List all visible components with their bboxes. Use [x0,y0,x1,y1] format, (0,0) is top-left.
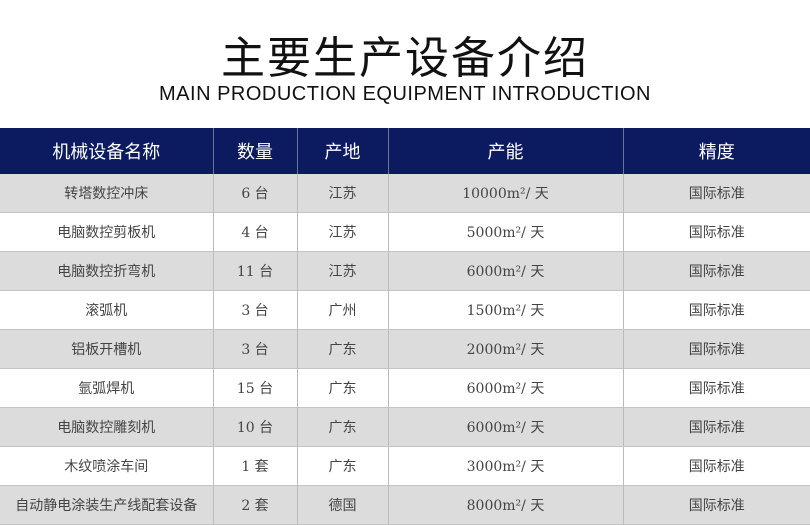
cell-quantity: 1 套 [213,446,298,486]
cell-origin: 江苏 [297,174,389,213]
capacity-unit: m²/ 天 [502,420,545,436]
header-quantity: 数量 [213,128,298,174]
cell-precision: 国际标准 [623,251,810,291]
cell-quantity: 2 套 [213,485,298,525]
capacity-value: 2000 [466,342,503,358]
cell-name: 氩弧焊机 [0,368,214,408]
header-capacity: 产能 [388,128,624,174]
capacity-value: 3000 [466,459,503,475]
cell-capacity: 10000m²/ 天 [388,174,624,213]
cell-capacity: 1500m²/ 天 [388,290,624,330]
cell-precision: 国际标准 [623,329,810,369]
capacity-unit: m²/ 天 [506,186,549,202]
table-row: 铝板开槽机 3 台广东 2000m²/ 天国际标准 [0,329,810,369]
table-row: 自动静电涂装生产线配套设备 2 套德国 8000m²/ 天国际标准 [0,485,810,525]
cell-origin: 德国 [297,485,389,525]
cell-precision: 国际标准 [623,174,810,213]
capacity-value: 6000 [466,420,503,436]
cell-precision: 国际标准 [623,290,810,330]
table-row: 木纹喷涂车间 1 套广东 3000m²/ 天国际标准 [0,446,810,486]
cell-quantity: 6 台 [213,174,298,213]
cell-name: 电脑数控雕刻机 [0,407,214,447]
table-row: 滚弧机 3 台广州 1500m²/ 天国际标准 [0,290,810,330]
cell-quantity: 3 台 [213,290,298,330]
capacity-unit: m²/ 天 [502,225,545,241]
page-title: 主要生产设备介绍 [221,33,589,84]
cell-name: 电脑数控剪板机 [0,212,214,252]
cell-origin: 广东 [297,446,389,486]
cell-origin: 广东 [297,407,389,447]
capacity-unit: m²/ 天 [502,342,545,358]
table-row: 电脑数控折弯机 11 台江苏 6000m²/ 天国际标准 [0,251,810,291]
cell-name: 铝板开槽机 [0,329,214,369]
cell-precision: 国际标准 [623,212,810,252]
cell-name: 木纹喷涂车间 [0,446,214,486]
table-row: 氩弧焊机 15 台广东 6000m²/ 天国际标准 [0,368,810,408]
table-row: 转塔数控冲床 6 台江苏 10000m²/ 天国际标准 [0,174,810,213]
cell-origin: 广东 [297,368,389,408]
cell-name: 自动静电涂装生产线配套设备 [0,485,214,525]
cell-origin: 广东 [297,329,389,369]
cell-quantity: 4 台 [213,212,298,252]
cell-capacity: 6000m²/ 天 [388,251,624,291]
capacity-value: 1500 [466,303,503,319]
capacity-value: 6000 [466,264,503,280]
cell-origin: 广州 [297,290,389,330]
cell-origin: 江苏 [297,212,389,252]
cell-capacity: 8000m²/ 天 [388,485,624,525]
cell-quantity: 10 台 [213,407,298,447]
capacity-unit: m²/ 天 [502,459,545,475]
cell-capacity: 6000m²/ 天 [388,407,624,447]
table-header-row: 机械设备名称 数量 产地 产能 精度 [0,128,810,174]
capacity-value: 5000 [466,225,503,241]
cell-quantity: 15 台 [213,368,298,408]
cell-capacity: 3000m²/ 天 [388,446,624,486]
cell-quantity: 3 台 [213,329,298,369]
header-origin: 产地 [297,128,389,174]
capacity-unit: m²/ 天 [502,381,545,397]
capacity-value: 10000 [462,186,507,202]
capacity-unit: m²/ 天 [502,303,545,319]
cell-precision: 国际标准 [623,407,810,447]
cell-quantity: 11 台 [213,251,298,291]
capacity-value: 8000 [466,498,503,514]
header-precision: 精度 [623,128,810,174]
cell-precision: 国际标准 [623,368,810,408]
cell-precision: 国际标准 [623,446,810,486]
cell-name: 滚弧机 [0,290,214,330]
table-row: 电脑数控剪板机 4 台江苏 5000m²/ 天国际标准 [0,212,810,252]
page-subtitle: MAIN PRODUCTION EQUIPMENT INTRODUCTION [159,83,651,105]
cell-precision: 国际标准 [623,485,810,525]
capacity-unit: m²/ 天 [502,498,545,514]
cell-name: 转塔数控冲床 [0,174,214,213]
cell-capacity: 2000m²/ 天 [388,329,624,369]
table-row: 电脑数控雕刻机 10 台广东 6000m²/ 天国际标准 [0,407,810,447]
cell-name: 电脑数控折弯机 [0,251,214,291]
cell-capacity: 5000m²/ 天 [388,212,624,252]
cell-origin: 江苏 [297,251,389,291]
capacity-value: 6000 [466,381,503,397]
cell-capacity: 6000m²/ 天 [388,368,624,408]
capacity-unit: m²/ 天 [502,264,545,280]
header-name: 机械设备名称 [0,128,214,174]
equipment-table: 机械设备名称 数量 产地 产能 精度 转塔数控冲床 6 台江苏 10000m²/ 天… [0,128,810,525]
